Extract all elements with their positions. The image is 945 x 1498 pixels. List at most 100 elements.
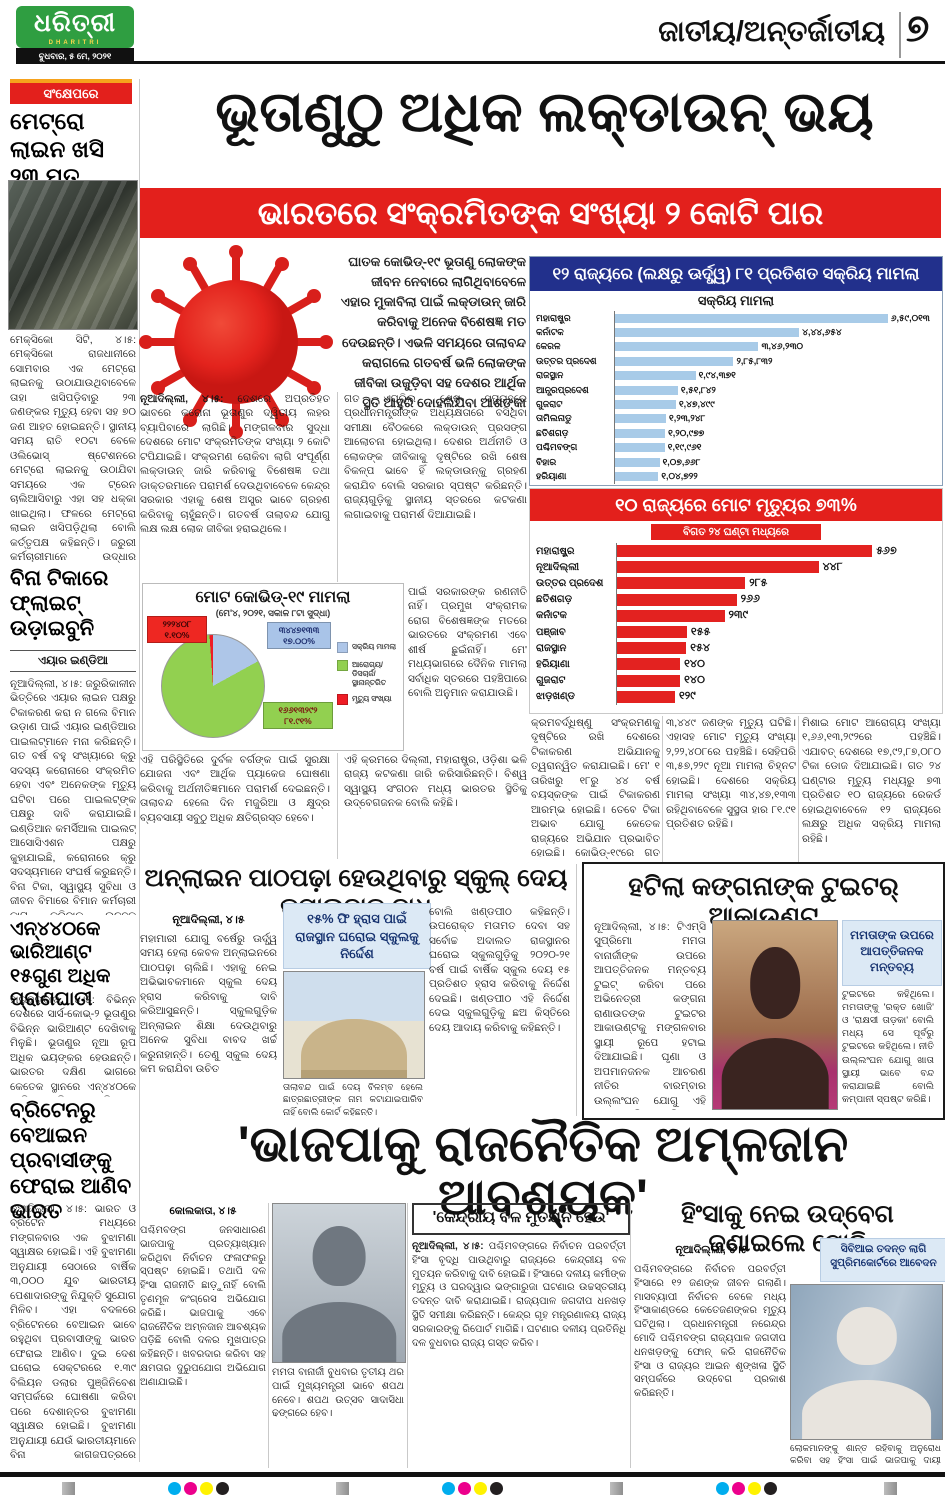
lead-subheadline-bar: ଭାରତରେ ସଂକ୍ରମିତଙ୍କ ସଂଖ୍ୟା ୨ କୋଟି ପାର [140,188,941,238]
legend-swatch [337,660,348,671]
bar [615,457,660,467]
bar-category-label: ଝାଡ଼ଖଣ୍ଡ [536,691,575,703]
bar-value-label: ୧୪୦ [684,657,705,670]
pie-title: ମୋଟ କୋଭିଡ୍-୧୯ ମାମଲା [195,589,351,606]
black-dot [216,1482,229,1495]
bar-row: ଉତ୍ତର ପ୍ରଦେଶ ୨୮୫ [536,575,936,592]
deaths-count: ୨୨୨୪୦୮ [162,619,192,629]
brief-flight-body: ନୂଆଦିଲ୍ଲୀ, ୪।୫: ଜରୁରିକାଳୀନ ଭିତ୍ତିରେ ଏୟାର… [10,678,136,915]
bar [617,642,687,655]
bar-category-label: ଗୁଜରାଟ [536,675,566,687]
bar [617,561,819,574]
bar-value-label: ୬,୫୯,୦୧୩ [890,312,930,323]
column-rule [268,1203,269,1468]
pie-label-active: ୩୪୪୭୧୩୩ ୧୭.୦୦% [267,622,331,650]
recovered-count: ୧୬୬୧୩୨୯୨ [278,705,318,715]
bar-category-label: ହରିୟାଣା [536,658,570,670]
column-rule [337,392,338,582]
legend-label: ସକ୍ରିୟ ମାମଲା [352,642,396,651]
bar [615,328,800,338]
bar-track: ୩,୪୬,୨୩୦ [614,339,936,355]
brief-variant-headline: ଏନ୍୪୪୦କେ ଭାରିଆଣ୍ଟ ୧୫ଗୁଣ ଅଧିକ ପ୍ରାଣଘାତୀ [10,918,111,1011]
header-rule [96,61,945,64]
legend-item: ସକ୍ରିୟ ମାମଲା [337,642,399,653]
brief-metro-body: ମେକ୍ସିକୋ ସିଟି, ୪।୫: ମେକ୍ସିକୋ ରାଜଧାନୀରେ ସ… [10,334,136,563]
bar-category-label: ଉତ୍ତର ପ୍ରଦେଶ [536,577,604,589]
central-force-headline: 'କେନ୍ଦ୍ରୀୟ ବଳ ମୁତୟନ ହେଉ' [412,1203,630,1235]
bar [617,674,681,687]
kangana-body-col1: ନୂଆଦିଲ୍ଲୀ, ୪।୫: ଟିଏମ୍‌ସି ସୁପ୍ରିମୋ ମମତା ବ… [594,921,706,1110]
yellow-dot [200,1482,213,1495]
bar [617,577,746,590]
bar [615,428,666,438]
bar-row: ପଞ୍ଜାବ ୧୫୫ [536,623,936,641]
bar-track: ୧,୫୧,୮୪୨ [614,382,936,398]
bar-category-label: ଉତ୍ତର ପ୍ରଦେଶ [536,355,597,366]
bar [615,342,759,352]
bar [615,371,696,381]
legend-item: ମୃତ୍ୟୁ ସଂଖ୍ୟା [337,694,399,705]
bar-value-label: ୧,୪୭,୪୯୯ [678,399,715,410]
bar-rows: ମହାରାଷ୍ଟ୍ର ୬,୫୯,୦୧୩ କର୍ନାଟକ ୪,୪୪,୬୫୪ କେର… [530,310,942,484]
bar-value-label: ୧,୦୭,୬୬୮ [662,456,701,467]
bar [615,471,659,481]
bar-row: କର୍ନାଟକ ୪,୪୪,୬୫୪ [536,325,936,340]
bar-category-label: ନୂଆଦିଲ୍ଲୀ [536,561,580,573]
bar-value-label: ୨୩୯ [728,609,749,622]
bar-value-label: ୧,୨୦,୯୭୭ [668,427,705,438]
bar-row: ଛତିଶଗଡ଼ ୧,୨୦,୯୭୭ [536,426,936,441]
bar [617,545,873,558]
bar-row: ତାମିଲନାଡୁ ୧,୨୩,୨୪୮ [536,411,936,427]
kolkata-body: ପଶ୍ଚିମବଙ୍ଗ ଜନସାଧାରଣ ଭାଜପାକୁ ପ୍ରତ୍ୟାଖ୍ୟାନ… [140,1225,266,1388]
bar [617,626,687,639]
column-rule [662,716,663,862]
portrait-head [750,947,800,1019]
bar-track: ୧,୨୩,୨୪୮ [614,411,936,427]
bar [615,400,676,410]
cmyk-registration-dots [168,1482,232,1495]
bar-category-label: ଛତିଶଗଡ଼ [536,427,569,438]
school-dateline: ନୂଆଦିଲ୍ଲୀ, ୪।୫ [172,914,245,926]
pie [161,634,265,738]
brief-britain-headline: ବ୍ରିଟେନରୁ ବେଆଇନ ପ୍ରବାସୀଙ୍କୁ ଫେରାଇ ଆଣିବ ଭ… [10,1099,132,1223]
lead-intro: ଘାତକ କୋଭିଡ୍-୧୯ ଭୂତାଣୁ ଲୋକଙ୍କ ଜୀବନ ନେବାରେ… [340,254,526,410]
lead-body-col1-below: ଏହି ପରିସ୍ଥିତିରେ ଦୁର୍ବଳ ବର୍ଗଙ୍କ ପାଇଁ ସୁରକ… [140,754,330,824]
photo-texture [9,181,137,329]
bar-value-label: ୧,୧୯,୯୬୧ [667,442,702,453]
bar-row: ଉତ୍ତର ପ୍ରଦେଶ ୨,୮୫,୮୩୨ [536,354,936,369]
bar-category-label: ତାମିଲନାଡୁ [536,413,572,424]
bar-category-label: କର୍ନାଟକ [536,327,564,338]
bar-track: ୧,୧୯,୯୬୧ [614,440,936,455]
yellow-dot [748,1482,761,1495]
bar-track: ୫୬୭ [616,543,936,560]
coronavirus-icon [136,242,336,442]
school-body-col3: ବୋଲି ଖଣ୍ଡପୀଠ କହିଛନ୍ତି। ଉପରୋକ୍ତ ମତାମତ ଦେବ… [429,906,570,1034]
bar-track: ୪,୪୪,୬୫୪ [614,325,936,340]
footer-rule [0,1472,945,1477]
bar [615,414,667,424]
bar-value-label: ୨୬୬ [740,593,760,606]
legend-swatch [337,642,348,653]
bar-value-label: ୨୮୫ [749,576,768,589]
bar-row: ଗୁଜରାଟ ୧,୪୭,୪୯୯ [536,397,936,412]
legend-swatch [337,694,348,705]
bar-row: ରାଜସ୍ଥାନ ୧,୯୪,୩୭୧ [536,368,936,383]
magenta-dot [184,1482,197,1495]
lead-body-col2-side: ପାଇଁ ସରକାରଙ୍କ ରଣନୀତି ନାହିଁ। ପ୍ରମୁଖ ସଂକ୍ର… [408,586,527,700]
lead-body-text: ଦେଶରେ ଅପ୍ରତିହତ ଭାବରେ କରୋନା ଭୂତାଣୁର ଦ୍ୱିତ… [140,393,330,536]
school-inset-box: ୧୫% ଫି ହ୍ରାସ ପାଇଁ ରାଜସ୍ଥାନ ଘରୋଇ ସ୍କୁଲକୁ … [283,903,431,969]
chart-subtitle-badge: ବିଗତ ୨୪ ଘଣ୍ଟା ମଧ୍ୟରେ [651,524,821,540]
bar-row: କର୍ନାଟକ ୨୩୯ [536,607,936,624]
kolkata-body-col2: ମମତା ବାନାର୍ଜୀ ବୁଧବାର ତୃତୀୟ ଥର ପାଇଁ ମୁଖ୍ୟ… [272,1367,404,1420]
portrait-shoulders [721,1037,829,1109]
sidebar-divider [139,79,140,1462]
bar-value-label: ୧,୨୩,୨୪୮ [669,413,706,424]
bar-track: ୧,୯୪,୩୭୧ [614,368,936,383]
cmyk-registration-dots [716,1482,780,1495]
bar-value-label: ୪୪୮ [822,560,843,573]
pie-legend: ସକ୍ରିୟ ମାମଲା ଆରୋଗ୍ୟ/ ଡିସଚାର୍ଜ/ ସ୍ଥାନାନ୍ତ… [337,642,399,712]
school-photo-caption: ତାଲାବନ୍ଦ ପାଇଁ ଦେୟ ବିଳମ୍ବ ହେଲେ ଛାତ୍ରଛାତ୍ର… [283,1082,423,1116]
bar-category-label: ପଞ୍ଜାବ [536,626,566,638]
kangana-article-box: ହଟିଲା କଙ୍ଗନାଙ୍କ ଟୁଇଟର୍ ଆକାଉଣ୍ଟ ନୂଆଦିଲ୍ଲୀ… [582,862,945,1120]
bar-row: ଝାଡ଼ଖଣ୍ଡ ୧୨୯ [536,688,936,705]
